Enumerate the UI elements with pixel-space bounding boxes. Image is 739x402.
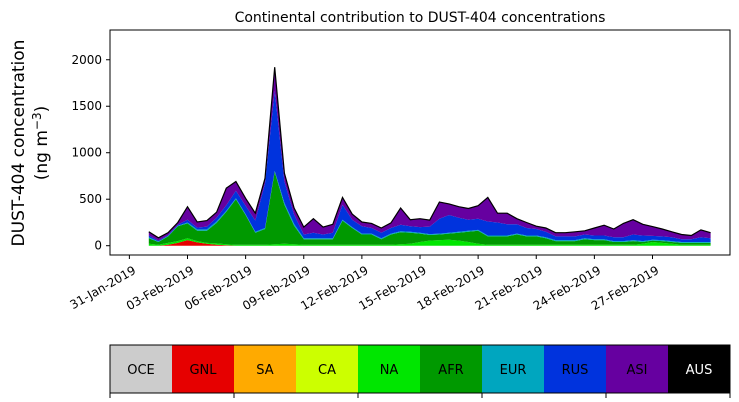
chart-title: Continental contribution to DUST-404 con… <box>235 10 606 26</box>
legend-label-eur: EUR <box>500 363 527 378</box>
y-axis-units-suffix: ) <box>32 106 52 113</box>
y-tick-label: 2000 <box>71 53 102 67</box>
legend-label-ca: CA <box>318 363 336 378</box>
legend-swatch-sa <box>234 345 296 393</box>
legend-swatch-ca <box>296 345 358 393</box>
y-tick-label: 500 <box>79 192 102 206</box>
legend-frame <box>109 344 731 394</box>
legend-swatch-eur <box>482 345 544 393</box>
legend-swatch-asi <box>606 345 668 393</box>
area-afr <box>148 171 711 245</box>
legend-swatch-oce <box>110 345 172 393</box>
plot-frame <box>109 29 731 256</box>
y-tick-label: 0 <box>94 239 102 253</box>
legend-swatch-afr <box>420 345 482 393</box>
area-gnl <box>148 240 711 246</box>
legend-colorbar: OCE GNL SA CA NA AFR EUR RUS ASI AUS <box>109 344 731 398</box>
y-axis: 0 500 1000 1500 2000 <box>71 53 110 253</box>
y-tick-label: 1000 <box>71 146 102 160</box>
y-axis-label: DUST-404 concentration <box>9 40 29 247</box>
stacked-areas <box>148 67 711 246</box>
x-axis: 31-Jan-201903-Feb-201906-Feb-201909-Feb-… <box>67 255 661 313</box>
total-outline <box>148 67 711 239</box>
legend-label-rus: RUS <box>562 363 589 378</box>
legend-label-afr: AFR <box>438 363 463 378</box>
area-rus <box>148 90 711 243</box>
y-axis-units-exponent: −3 <box>30 112 44 130</box>
y-tick-label: 1500 <box>71 99 102 113</box>
legend-swatch-na <box>358 345 420 393</box>
legend-label-oce: OCE <box>127 363 155 378</box>
y-axis-units-prefix: (ng m <box>32 130 52 180</box>
legend-label-na: NA <box>380 363 399 378</box>
area-na <box>148 238 711 246</box>
y-axis-label-units: (ng m−3) <box>30 106 52 181</box>
legend-swatch-gnl <box>172 345 234 393</box>
area-asi <box>148 67 711 241</box>
legend-label-sa: SA <box>256 363 273 378</box>
legend-label-asi: ASI <box>627 363 648 378</box>
legend-label-aus: AUS <box>686 363 713 378</box>
legend-swatch-rus <box>544 345 606 393</box>
legend-swatch-aus <box>668 345 730 393</box>
legend-label-gnl: GNL <box>189 363 217 378</box>
